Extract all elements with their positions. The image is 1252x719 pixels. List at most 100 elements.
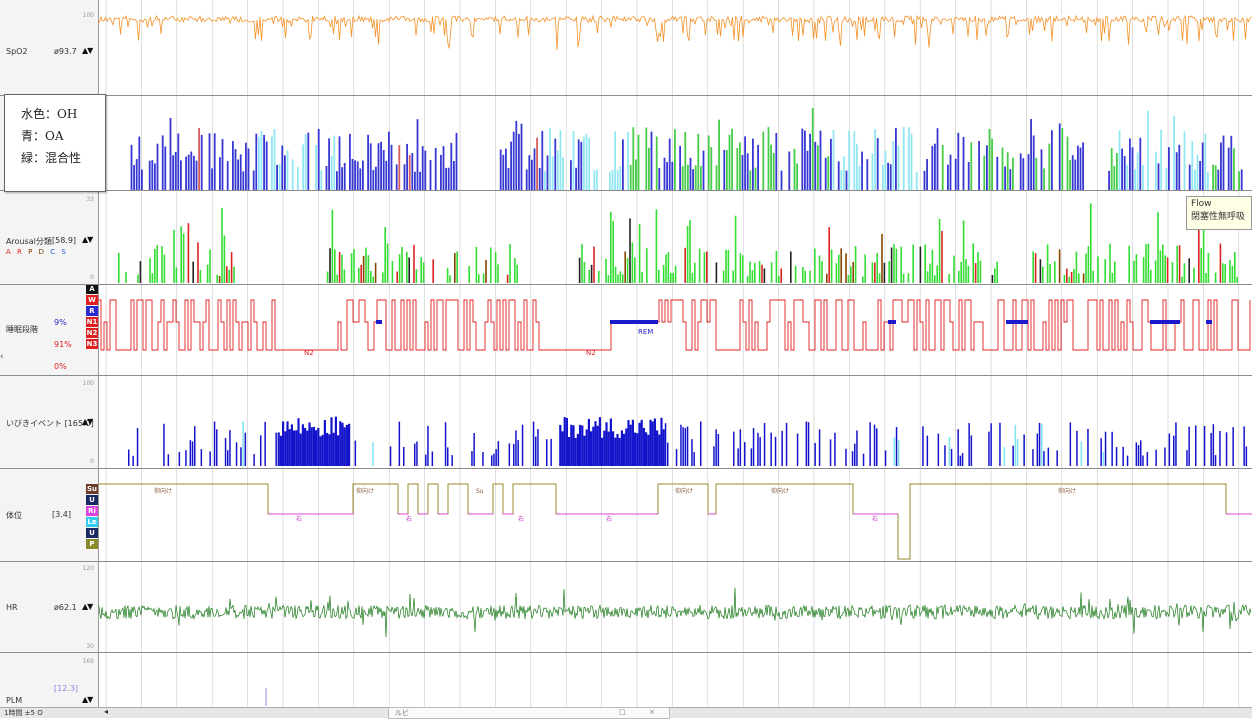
plm-scale-top: 169 [82, 658, 94, 665]
arousal-bar [802, 267, 804, 283]
apnea-bar [876, 138, 879, 190]
arousal-bar [372, 276, 374, 283]
arousal-bar [154, 249, 156, 283]
apnea-bar [208, 133, 211, 190]
arousal-bar [631, 242, 634, 283]
window-close-icon[interactable]: × [649, 708, 655, 716]
arousal-bar [139, 261, 142, 283]
pos-u-box: U [86, 495, 98, 505]
sleep-stage-label[interactable]: 睡眠段階 [6, 325, 38, 334]
apnea-bar [684, 131, 687, 190]
arousal-bar [1068, 276, 1070, 283]
apnea-bar [278, 163, 281, 190]
snore-bar [288, 429, 291, 466]
up-down-arrows-icon[interactable]: ▲▼ [82, 695, 93, 704]
snore-bar [515, 430, 517, 466]
snore-bar [898, 440, 900, 466]
snore-bar [1069, 422, 1072, 466]
arousal-bar [931, 249, 934, 283]
plm-label[interactable]: PLM [6, 696, 23, 705]
arousal-bar [624, 251, 626, 283]
hr-label[interactable]: HR [6, 603, 18, 612]
snore-bar [328, 434, 331, 466]
snore-bar [612, 431, 615, 466]
apnea-bar [172, 155, 174, 190]
apnea-bar [1040, 149, 1043, 190]
apnea-bar [923, 170, 926, 190]
apnea-bar [190, 151, 193, 190]
snore-bar [260, 435, 262, 466]
collapse-arrow-icon[interactable]: ‹ [0, 352, 4, 362]
apnea-bar [367, 134, 369, 190]
snore-bar [491, 455, 493, 466]
hypnogram-trace [98, 299, 1251, 351]
window-minimize-icon[interactable]: □ [619, 708, 626, 716]
position-value: [3.4] [52, 510, 71, 519]
apnea-bar [806, 150, 809, 190]
arousal-bar [1164, 255, 1166, 283]
snore-bar [414, 443, 416, 466]
snore-bar [264, 421, 266, 466]
snore-bar [286, 421, 289, 466]
rem-segment [1150, 320, 1180, 324]
apnea-bar [562, 157, 564, 190]
apnea-bar [260, 130, 263, 190]
arousal-bar [749, 261, 751, 283]
spo2-scale-top: 100 [82, 12, 94, 19]
snore-bar [279, 435, 282, 466]
rem-segment [888, 320, 896, 324]
pos-u2-box: U [86, 528, 98, 538]
up-down-arrows-icon[interactable]: ▲▼ [82, 602, 93, 611]
legend-mixed: 緑：混合性 [21, 151, 82, 165]
snore-bar [950, 449, 953, 466]
scroll-left-arrow-icon[interactable]: ◂ [104, 707, 109, 716]
apnea-bar [1074, 159, 1077, 190]
snore-bar [662, 429, 665, 466]
apnea-bar [1194, 169, 1196, 190]
apnea-bar [694, 165, 697, 190]
snore-bar [546, 439, 548, 466]
arousal-bar [1188, 258, 1190, 283]
apnea-bar [947, 164, 949, 190]
snore-bar [851, 451, 854, 466]
arousal-bar [156, 245, 158, 283]
arousal-label[interactable]: Arousal分類 [6, 237, 52, 246]
position-label[interactable]: 体位 [6, 511, 22, 520]
snore-bar [301, 424, 304, 466]
snore-bar [1003, 447, 1006, 466]
arousal-bar [1202, 210, 1205, 283]
position-mark: 仰向け [356, 487, 374, 495]
arousal-bar [199, 270, 202, 283]
snore-bar [1225, 432, 1228, 466]
arousal-bar [883, 262, 886, 283]
apnea-bar [343, 162, 346, 190]
snore-bar [651, 421, 654, 466]
position-mark: 仰向け [675, 487, 693, 495]
apnea-bar [1113, 166, 1116, 190]
snore-label[interactable]: いびきイベント [165.0] [6, 419, 94, 428]
apnea-bar [1212, 164, 1214, 190]
arousal-bar [1133, 260, 1135, 283]
floating-window-tab[interactable]: ルビ □ × [388, 707, 670, 719]
up-down-arrows-icon[interactable]: ▲▼ [82, 417, 93, 426]
snore-bar [275, 432, 277, 466]
snore-scale-top: 100 [82, 380, 94, 387]
arousal-bar [1054, 261, 1056, 283]
up-down-arrows-icon[interactable]: ▲▼ [82, 235, 93, 244]
arousal-bar [890, 247, 893, 283]
snore-bar [686, 426, 689, 466]
spo2-label[interactable]: SpO2 [6, 47, 28, 56]
snore-bar [136, 428, 139, 466]
position-mark: Su [476, 488, 484, 495]
snore-bar [253, 454, 255, 466]
arousal-bar [456, 251, 458, 283]
arousal-bar [506, 274, 509, 283]
arousal-bar [847, 275, 850, 283]
apnea-bar [700, 166, 702, 190]
snore-bar [1186, 450, 1188, 466]
up-down-arrows-icon[interactable]: ▲▼ [82, 46, 93, 55]
arousal-bar [365, 247, 367, 283]
arousal-bar [1085, 253, 1087, 283]
